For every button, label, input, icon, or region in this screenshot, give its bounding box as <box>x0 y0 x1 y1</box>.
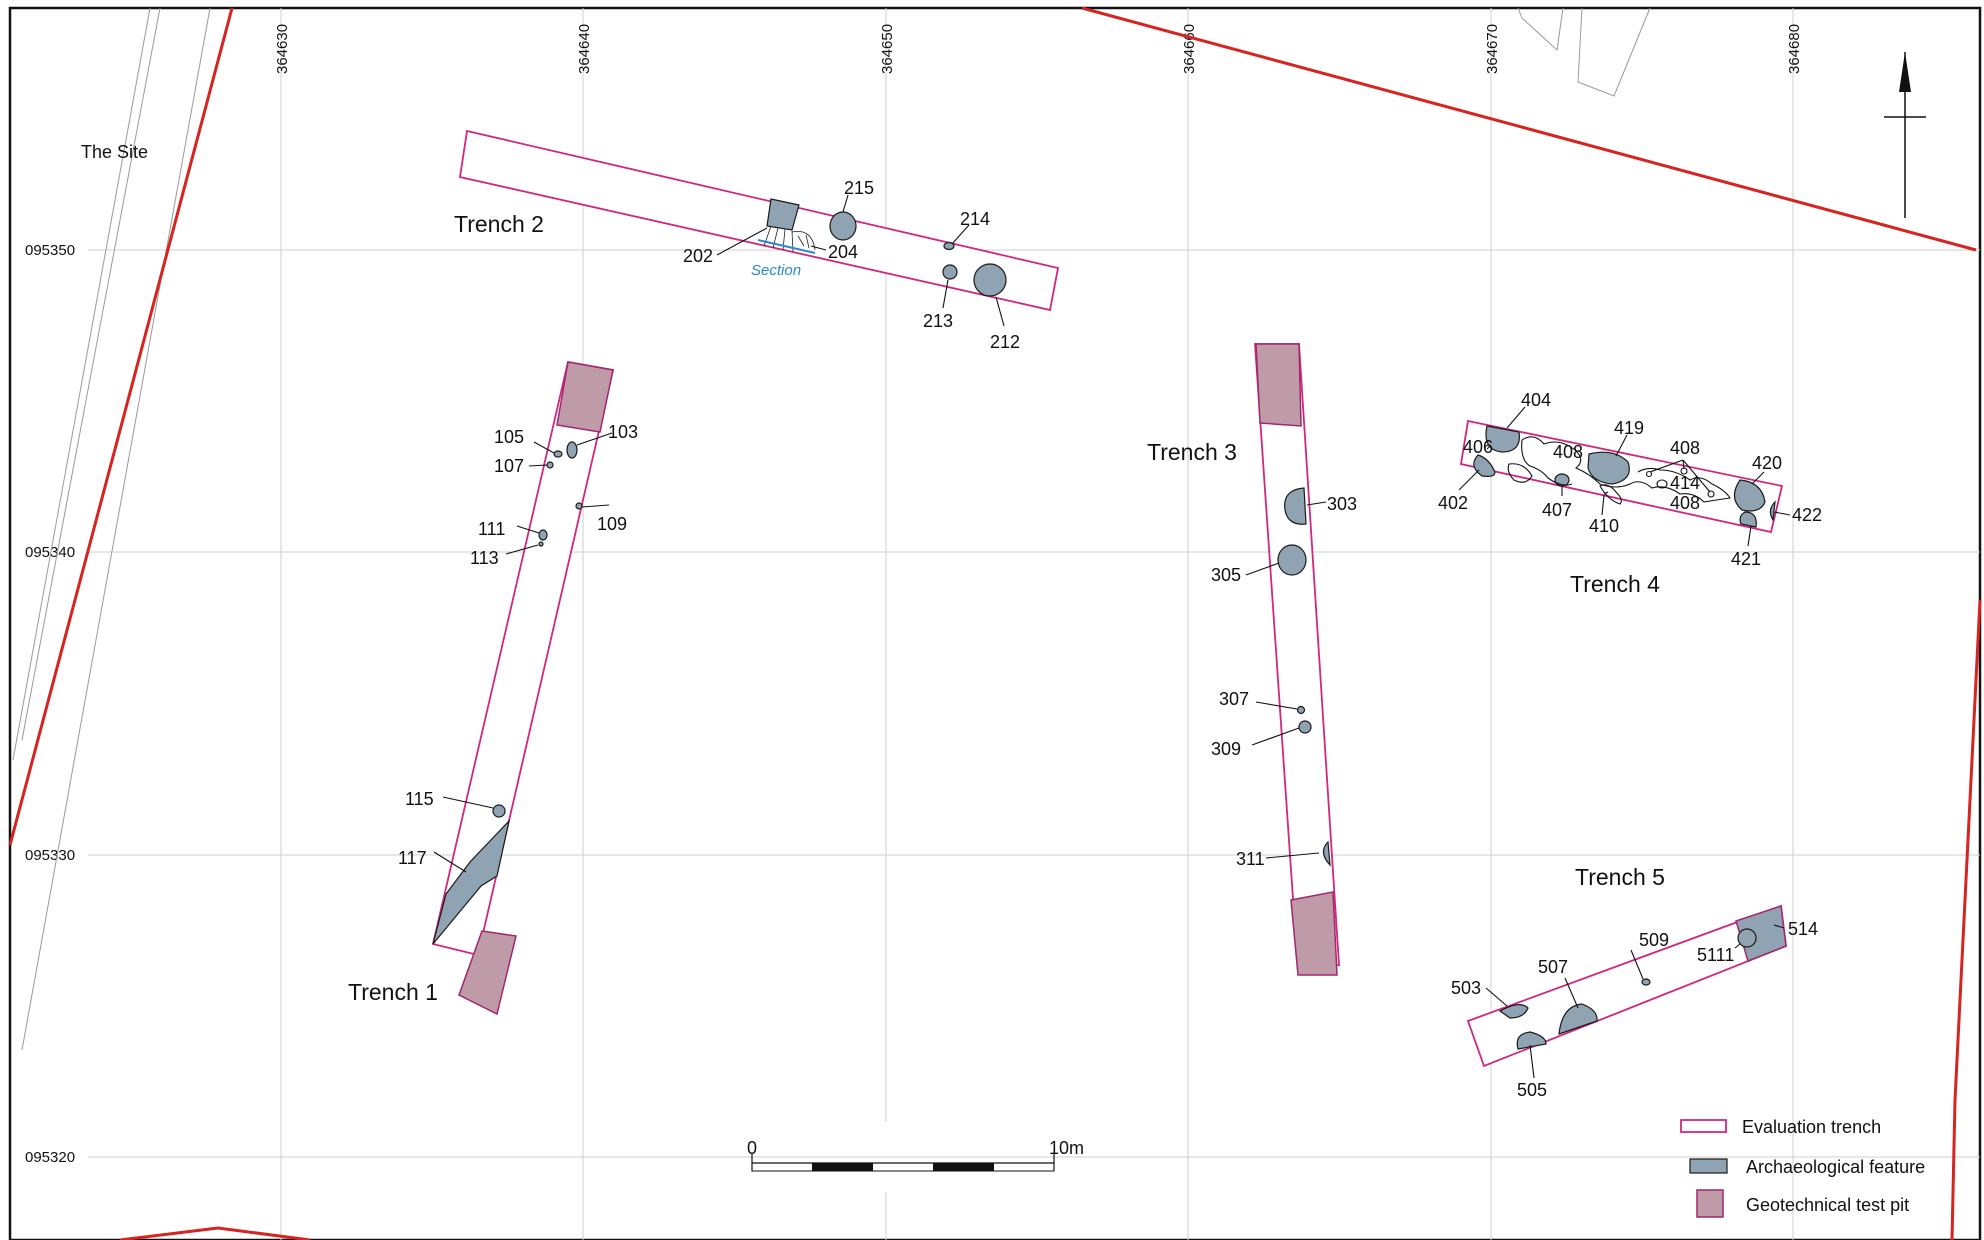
feature-103 <box>567 442 577 458</box>
feature-label-408a: 408 <box>1553 442 1583 462</box>
feature-113 <box>539 542 543 546</box>
feature-label-109: 109 <box>597 514 627 534</box>
legend-label-feature: Archaeological feature <box>1746 1157 1925 1177</box>
feature-label-406: 406 <box>1463 437 1493 457</box>
legend-swatch-trench <box>1681 1120 1726 1132</box>
feature-label-422: 422 <box>1792 505 1822 525</box>
feature-107 <box>547 462 553 468</box>
feature-label-408b: 408 <box>1670 438 1700 458</box>
feature-label-402: 402 <box>1438 493 1468 513</box>
easting-label: 364670 <box>1484 24 1501 74</box>
site-label: The Site <box>81 142 148 162</box>
feature-label-111: 111 <box>478 519 505 539</box>
feature-label-103: 103 <box>608 422 638 442</box>
feature-label-311: 311 <box>1236 849 1265 869</box>
feature-label-410: 410 <box>1589 516 1619 536</box>
feature-label-5111: 5111 <box>1697 945 1734 965</box>
legend-label-trench: Evaluation trench <box>1742 1117 1881 1137</box>
feature-label-503: 503 <box>1451 978 1481 998</box>
feature-label-305: 305 <box>1211 565 1241 585</box>
feature-label-117: 117 <box>398 848 427 868</box>
feature-label-509: 509 <box>1639 930 1669 950</box>
northing-label: 095320 <box>25 1149 75 1166</box>
feature-label-105: 105 <box>494 427 524 447</box>
easting-label: 364650 <box>879 24 896 74</box>
feature-label-107: 107 <box>494 456 524 476</box>
feature-109 <box>576 503 582 509</box>
scale-bar-end: 10m <box>1049 1138 1084 1158</box>
feature-label-505: 505 <box>1517 1080 1547 1100</box>
trench-label-2: Trench 2 <box>454 211 544 237</box>
feature-115 <box>493 805 505 817</box>
northing-label: 095330 <box>25 847 75 864</box>
feature-label-407: 407 <box>1542 500 1572 520</box>
feature-212 <box>974 264 1006 296</box>
legend-swatch-feature <box>1690 1159 1727 1173</box>
feature-label-419: 419 <box>1614 418 1644 438</box>
feature-label-213: 213 <box>923 311 953 331</box>
feature-label-303: 303 <box>1327 494 1357 514</box>
feature-label-214: 214 <box>960 209 990 229</box>
feature-label-204: 204 <box>828 242 858 262</box>
map-frame <box>10 8 1980 1240</box>
feature-label-414: 414 <box>1670 473 1700 493</box>
easting-label: 364640 <box>576 24 593 74</box>
feature-label-420: 420 <box>1752 453 1782 473</box>
feature-105 <box>554 451 562 457</box>
feature-111 <box>539 530 547 540</box>
feature-215 <box>830 212 856 240</box>
northing-label: 095350 <box>25 242 75 259</box>
trench-label-1: Trench 1 <box>348 979 438 1005</box>
legend-label-pit: Geotechnical test pit <box>1746 1195 1909 1215</box>
feature-label-309: 309 <box>1211 739 1241 759</box>
feature-309 <box>1299 721 1311 733</box>
easting-label: 364630 <box>274 24 291 74</box>
feature-5111 <box>1738 929 1756 947</box>
feature-label-421: 421 <box>1731 549 1761 569</box>
feature-label-212: 212 <box>990 332 1020 352</box>
easting-label: 364680 <box>1786 24 1803 74</box>
feature-label-408c: 408 <box>1670 493 1700 513</box>
feature-label-113: 113 <box>470 548 499 568</box>
scale-bar-start: 0 <box>747 1138 757 1158</box>
feature-label-215: 215 <box>844 178 874 198</box>
feature-305 <box>1278 545 1306 575</box>
trench-label-3: Trench 3 <box>1147 439 1237 465</box>
feature-label-404: 404 <box>1521 390 1551 410</box>
legend-swatch-pit <box>1697 1190 1723 1217</box>
feature-label-202: 202 <box>683 246 713 266</box>
feature-label-507: 507 <box>1538 957 1568 977</box>
test-pit-3a <box>1256 344 1301 426</box>
feature-509 <box>1642 979 1650 985</box>
section-label: Section <box>751 262 801 279</box>
feature-label-115: 115 <box>405 789 434 809</box>
feature-307 <box>1298 707 1305 714</box>
easting-label: 364660 <box>1181 24 1198 74</box>
trench-label-5: Trench 5 <box>1575 864 1665 890</box>
feature-213 <box>943 265 957 279</box>
test-pit-3b <box>1291 892 1337 975</box>
feature-label-514: 514 <box>1788 919 1818 939</box>
feature-label-307: 307 <box>1219 689 1249 709</box>
trench-label-4: Trench 4 <box>1570 571 1660 597</box>
